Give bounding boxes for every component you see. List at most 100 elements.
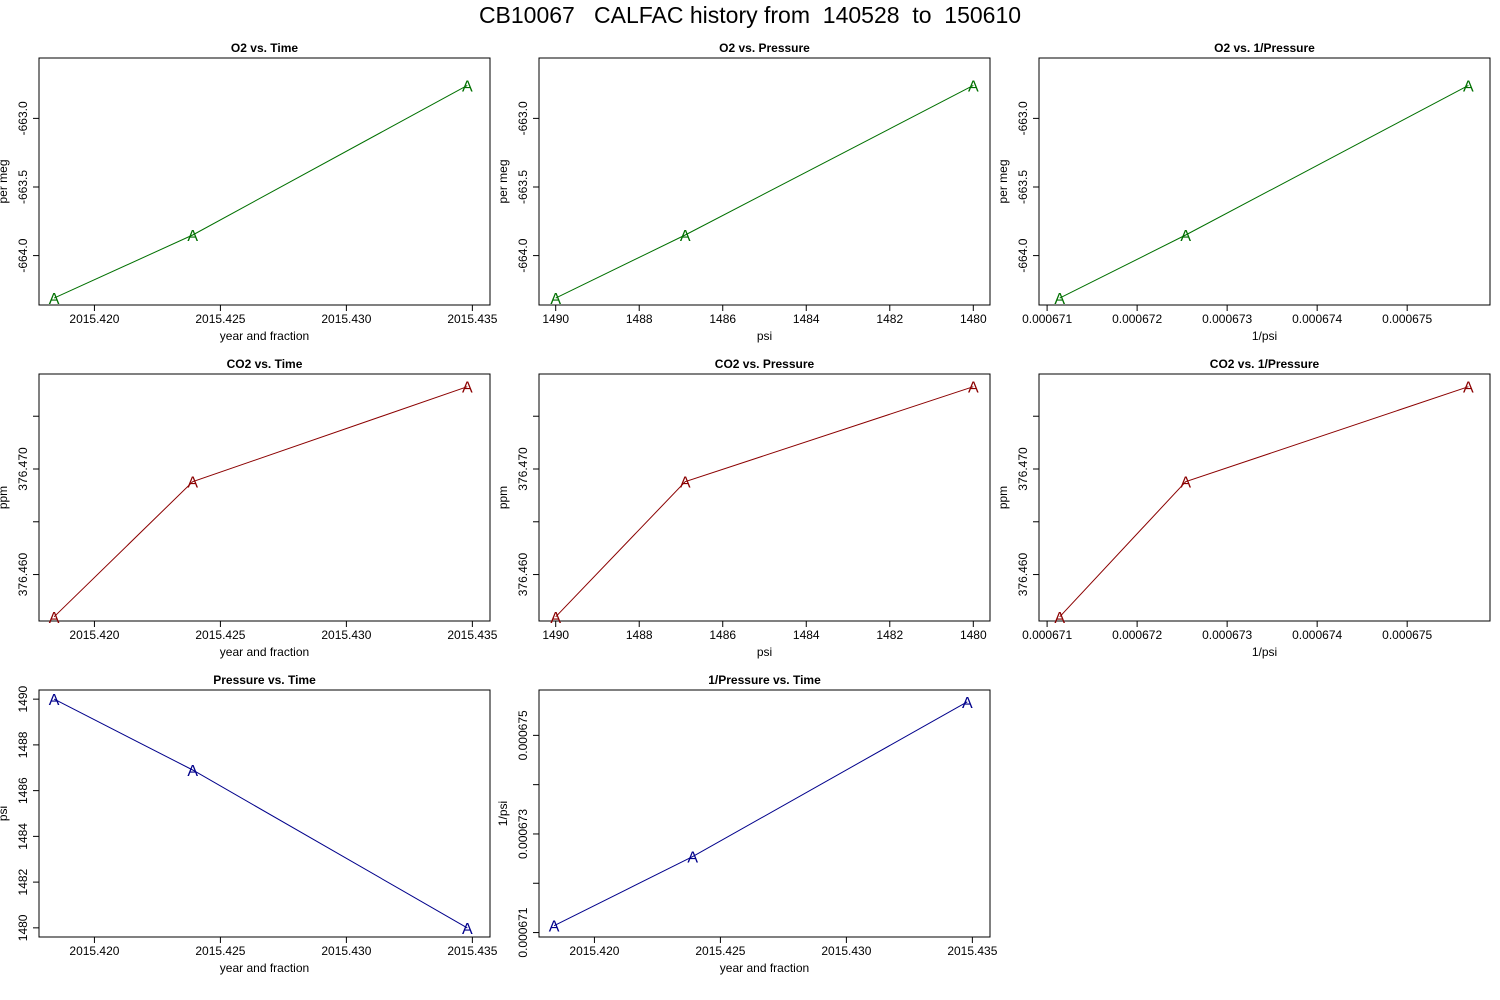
- data-point-marker: A: [187, 475, 198, 492]
- x-tick-label: 2015.430: [321, 944, 371, 958]
- y-tick-label: 1484: [16, 823, 30, 850]
- y-tick-label: 376.460: [16, 553, 30, 597]
- y-tick-label: 0.000675: [516, 710, 530, 760]
- y-tick-label: -663.5: [1016, 170, 1030, 204]
- x-axis-label: psi: [757, 329, 772, 343]
- x-tick-label: 0.000672: [1112, 628, 1162, 642]
- y-tick-label: -663.5: [516, 170, 530, 204]
- y-tick-label: 1490: [16, 685, 30, 712]
- y-tick-label: -663.0: [516, 101, 530, 135]
- x-tick-label: 0.000675: [1382, 312, 1432, 326]
- series-line: [53, 386, 468, 618]
- chart-panel-6: CO2 vs. 1/Pressure 0.000671 0.000672 0.0006…: [996, 357, 1491, 659]
- y-tick-label: 0.000671: [516, 907, 530, 957]
- data-point-marker: A: [968, 380, 979, 397]
- series-line: [553, 701, 968, 927]
- chart-panel-1: O2 vs. Time 2015.420 2015.425 2015.430 2015.…: [0, 41, 498, 343]
- y-axis-label: 1/psi: [496, 801, 510, 826]
- chart-panel-3: O2 vs. 1/Pressure 0.000671 0.000672 0.00067…: [996, 41, 1491, 343]
- data-point-marker: A: [462, 78, 473, 95]
- x-tick-label: 2015.435: [947, 944, 997, 958]
- x-tick-label: 1484: [793, 312, 820, 326]
- x-tick-label: 2015.430: [821, 944, 871, 958]
- y-axis-label: per meg: [496, 159, 510, 203]
- data-point-marker: A: [549, 919, 560, 936]
- plot-frame: [38, 57, 491, 306]
- data-point-marker: A: [1463, 78, 1474, 95]
- plot-frame: [38, 373, 491, 622]
- data-point-marker: A: [49, 291, 60, 308]
- chart-panel-8: 1/Pressure vs. Time 2015.420 2015.425 2015.…: [496, 673, 998, 975]
- chart-title: O2 vs. 1/Pressure: [1214, 41, 1315, 55]
- y-axis-label: per meg: [996, 159, 1010, 203]
- figure-title: CB10067 CALFAC history from 140528 to 15…: [478, 2, 1022, 28]
- x-tick-label: 1486: [709, 628, 736, 642]
- y-tick-label: 376.460: [1016, 553, 1030, 597]
- x-tick-label: 0.000671: [1022, 628, 1072, 642]
- x-tick-label: 1490: [542, 628, 569, 642]
- series-line: [555, 386, 974, 618]
- y-tick-label: 1480: [16, 914, 30, 941]
- data-point-marker: A: [550, 610, 561, 627]
- y-tick-label: 376.470: [1016, 447, 1030, 491]
- chart-title: O2 vs. Time: [231, 41, 298, 55]
- y-tick-label: 376.470: [16, 447, 30, 491]
- data-point-marker: A: [680, 475, 691, 492]
- y-axis-label: psi: [0, 806, 10, 821]
- chart-title: Pressure vs. Time: [213, 673, 316, 687]
- plot-frame: [538, 57, 991, 306]
- x-tick-label: 1488: [626, 628, 653, 642]
- plot-frame: [538, 373, 991, 622]
- plot-frame: [38, 689, 491, 938]
- data-point-marker: A: [1180, 228, 1191, 245]
- y-axis-label: ppm: [0, 486, 10, 509]
- y-tick-label: -663.5: [16, 170, 30, 204]
- x-tick-label: 2015.425: [195, 944, 245, 958]
- x-tick-label: 1480: [960, 312, 987, 326]
- y-axis-label: ppm: [996, 486, 1010, 509]
- x-tick-label: 2015.420: [69, 944, 119, 958]
- y-tick-label: 0.000673: [516, 809, 530, 859]
- x-axis-label: year and fraction: [220, 329, 309, 343]
- series-line: [53, 698, 468, 929]
- y-tick-label: -663.0: [16, 101, 30, 135]
- x-tick-label: 1490: [542, 312, 569, 326]
- series-line: [53, 84, 468, 299]
- chart-title: CO2 vs. 1/Pressure: [1210, 357, 1320, 371]
- series-line: [1059, 84, 1469, 299]
- data-point-marker: A: [1180, 475, 1191, 492]
- data-point-marker: A: [462, 380, 473, 397]
- chart-panel-7: Pressure vs. Time 2015.420 2015.425 2015.43…: [0, 673, 498, 975]
- chart-title: CO2 vs. Time: [227, 357, 303, 371]
- x-tick-label: 0.000671: [1022, 312, 1072, 326]
- chart-title: O2 vs. Pressure: [719, 41, 810, 55]
- x-tick-label: 2015.420: [569, 944, 619, 958]
- x-tick-label: 1482: [876, 312, 903, 326]
- series-line: [1059, 386, 1469, 618]
- x-tick-label: 2015.425: [695, 944, 745, 958]
- data-point-marker: A: [962, 695, 973, 712]
- data-point-marker: A: [1463, 380, 1474, 397]
- y-axis-label: per meg: [0, 159, 10, 203]
- x-tick-label: 2015.425: [195, 628, 245, 642]
- y-tick-label: 376.460: [516, 553, 530, 597]
- x-tick-label: 1488: [626, 312, 653, 326]
- x-tick-label: 2015.435: [447, 944, 497, 958]
- x-tick-label: 0.000675: [1382, 628, 1432, 642]
- data-point-marker: A: [1054, 291, 1065, 308]
- chart-panel-2: O2 vs. Pressure 1490 1488 1486 1484 1482 1480 -…: [496, 41, 991, 343]
- x-axis-label: year and fraction: [220, 961, 309, 975]
- x-tick-label: 2015.430: [321, 312, 371, 326]
- y-tick-label: 1482: [16, 868, 30, 895]
- x-tick-label: 2015.420: [69, 312, 119, 326]
- y-axis-label: ppm: [496, 486, 510, 509]
- chart-title: 1/Pressure vs. Time: [708, 673, 821, 687]
- x-tick-label: 1480: [960, 628, 987, 642]
- data-point-marker: A: [462, 921, 473, 938]
- x-tick-label: 2015.430: [321, 628, 371, 642]
- data-point-marker: A: [680, 228, 691, 245]
- chart-panel-5: CO2 vs. Pressure 1490 1488 1486 1484 1482 1480…: [496, 357, 991, 659]
- plot-frame: [1038, 57, 1491, 306]
- x-tick-label: 0.000674: [1292, 312, 1342, 326]
